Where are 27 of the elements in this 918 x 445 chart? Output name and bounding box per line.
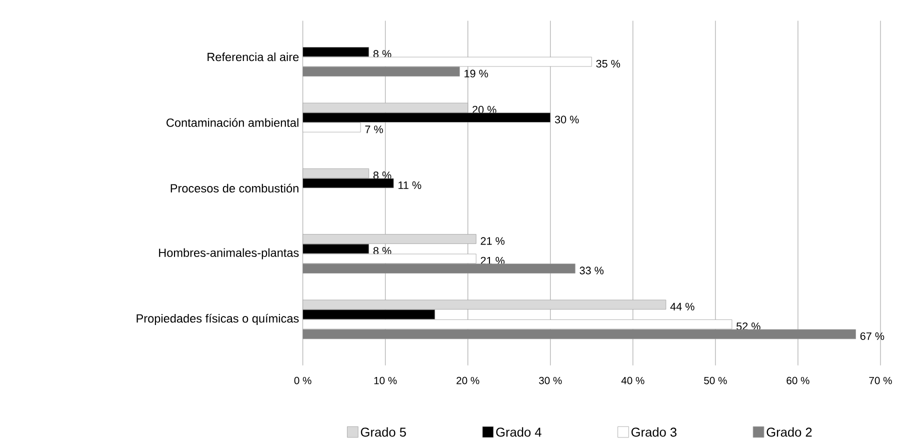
x-tick-label: 40 % xyxy=(621,376,644,384)
data-label: 7 % xyxy=(365,125,383,133)
y-tick-label: Propiedades físicas o químicas xyxy=(136,314,299,325)
y-tick-label: Procesos de combustión xyxy=(170,184,298,192)
legend-label: Grado 3 xyxy=(631,427,676,437)
data-label: 67 % xyxy=(860,332,884,340)
legend-label: Grado 2 xyxy=(766,427,812,437)
y-tick-label: Hombres-animales-plantas xyxy=(159,248,299,260)
data-label: 35 % xyxy=(596,60,620,68)
data-label: 44 % xyxy=(670,302,694,310)
x-tick-label: 20 % xyxy=(456,376,480,384)
data-label: 11 % xyxy=(398,181,422,189)
data-label: 21 % xyxy=(480,236,505,245)
data-label: 30 % xyxy=(554,116,579,124)
x-tick-label: 10 % xyxy=(374,376,397,384)
data-label: 33 % xyxy=(580,266,604,274)
y-tick-label: Referencia al aire xyxy=(208,52,299,61)
legend-label: Grado 5 xyxy=(360,427,406,437)
x-tick-label: 60 % xyxy=(786,376,810,384)
x-tick-label: 30 % xyxy=(538,376,562,384)
legend-label: Grado 4 xyxy=(496,427,542,437)
data-label: 19 % xyxy=(464,70,488,78)
x-tick-label: 0 % xyxy=(294,376,312,384)
data-label: 8 % xyxy=(373,50,392,58)
x-tick-label: 70 % xyxy=(869,376,892,384)
y-tick-label: Contaminación ambiental xyxy=(166,118,298,127)
x-tick-label: 50 % xyxy=(704,376,727,384)
